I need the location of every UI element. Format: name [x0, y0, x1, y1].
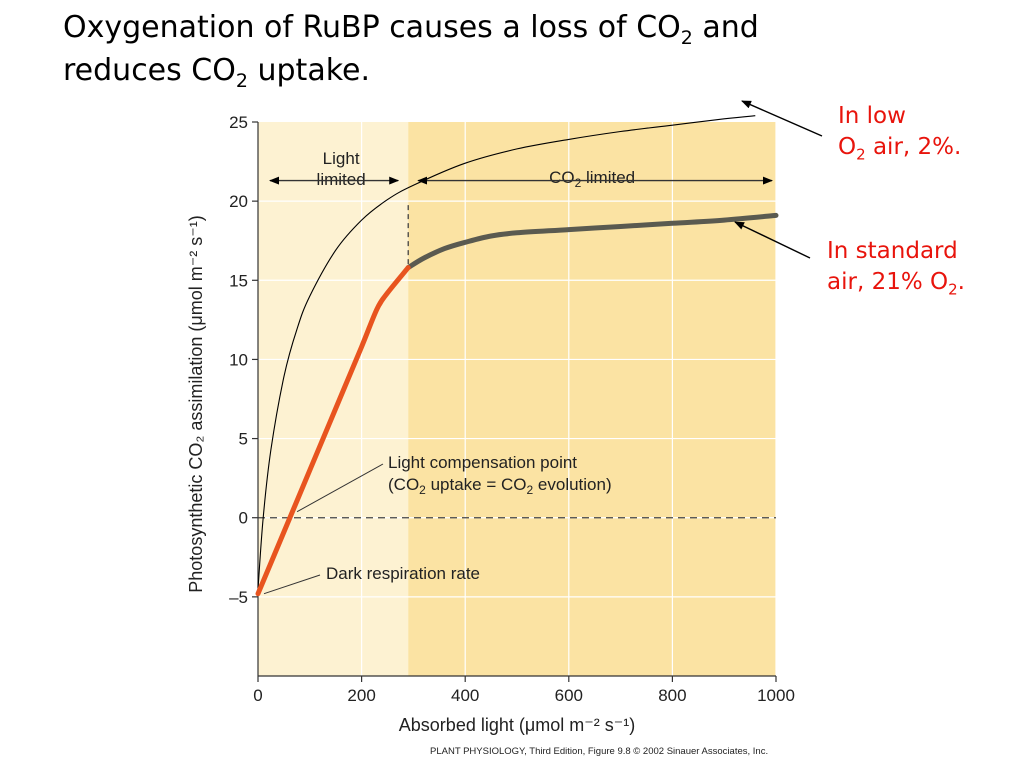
low-o2-annotation-line2: O [838, 134, 857, 160]
y-tick-label: 20 [229, 192, 248, 211]
light-compensation-label-line2: (CO2 uptake = CO2 evolution) [388, 475, 612, 497]
y-tick-label: 25 [229, 113, 248, 132]
y-tick-label: 5 [239, 430, 248, 449]
light-limited-label-line1: Light [323, 149, 360, 168]
low-o2-annotation: In low O2 air, 2%. [838, 101, 961, 163]
co2-limited-background [408, 122, 776, 676]
x-tick-label: 0 [253, 686, 262, 705]
title-line2-text: reduces CO [63, 53, 236, 88]
standard-air-annotation-line1: In standard [827, 238, 958, 264]
co2-limited-label: CO2 limited [549, 168, 635, 190]
low-o2-curve [257, 115, 756, 589]
standard-air-annotation: In standard air, 21% O2. [827, 236, 965, 298]
y-tick-label: 10 [229, 350, 248, 369]
y-tick-label: 15 [229, 271, 248, 290]
x-tick-label: 800 [658, 686, 686, 705]
title-line1-subscript: 2 [680, 27, 693, 49]
standard-air-annotation-line2: air, 21% O [827, 269, 949, 295]
low-o2-annotation-line1: In low [838, 103, 906, 129]
low-o2-pointer-arrow [741, 100, 823, 137]
title-line2-end: uptake. [247, 53, 371, 88]
x-tick-label: 1000 [757, 686, 795, 705]
standard-air-pointer-arrow [734, 221, 811, 259]
slide-title: Oxygenation of RuBP causes a loss of CO2… [63, 6, 823, 92]
x-axis-label: Absorbed light (μmol m⁻² s⁻¹) [399, 715, 635, 735]
x-tick-label: 400 [451, 686, 479, 705]
x-tick-label: 600 [555, 686, 583, 705]
standard-air-light-limited-curve [255, 265, 411, 597]
y-tick-label: –5 [229, 588, 248, 607]
title-line2-subscript: 2 [235, 70, 248, 92]
y-axis-label: Photosynthetic CO₂ assimilation (μmol m⁻… [186, 215, 206, 592]
figure-credit: PLANT PHYSIOLOGY, Third Edition, Figure … [430, 746, 769, 757]
title-line1-text: Oxygenation of RuBP causes a loss of CO [63, 10, 681, 45]
standard-air-annotation-line2-end: . [957, 269, 965, 295]
light-compensation-label-line1: Light compensation point [388, 453, 577, 472]
light-compensation-leader [296, 463, 384, 513]
dark-respiration-label: Dark respiration rate [326, 564, 480, 583]
standard-air-annotation-subscript: 2 [948, 280, 958, 299]
standard-air-co2-limited-curve [405, 212, 779, 271]
low-o2-annotation-subscript: 2 [856, 145, 866, 164]
dark-respiration-leader [263, 574, 321, 595]
x-tick-label: 200 [347, 686, 375, 705]
low-o2-annotation-line2-end: air, 2%. [865, 134, 962, 160]
title-line1-end: and [692, 10, 759, 45]
light-limited-label-line2: limited [317, 170, 366, 189]
light-limited-background [258, 122, 409, 676]
y-tick-label: 0 [239, 509, 248, 528]
